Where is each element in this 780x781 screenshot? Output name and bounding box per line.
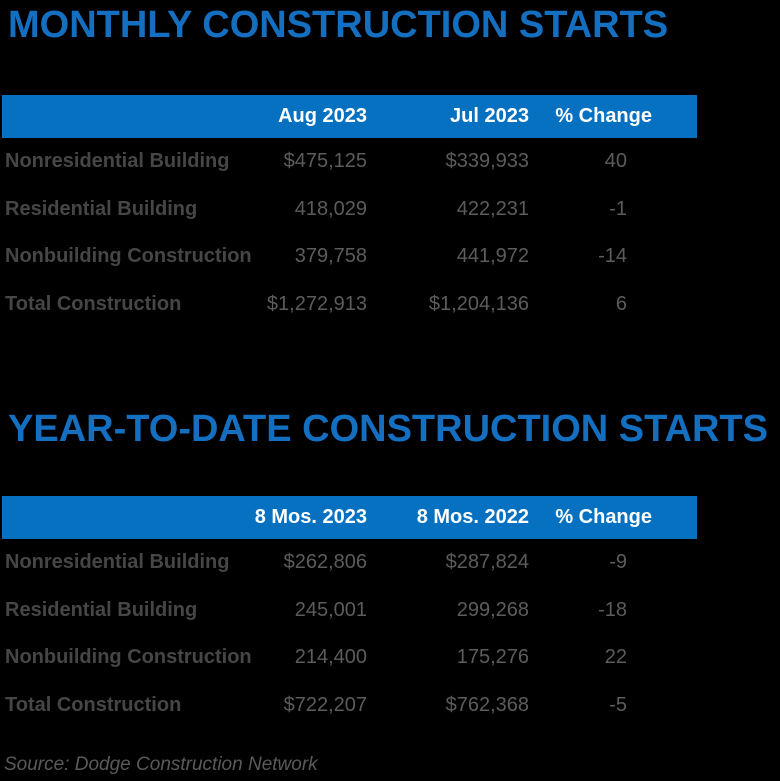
table-row: Residential Building 245,001 299,268 -18 — [2, 587, 697, 635]
pct-change-cell: -5 — [609, 693, 627, 716]
value-cell: $475,125 — [283, 150, 367, 173]
value-cell: 214,400 — [294, 646, 367, 669]
pct-change-cell: -9 — [609, 551, 627, 574]
row-label: Residential Building — [5, 197, 198, 220]
value-cell: 418,029 — [294, 197, 367, 220]
pct-change-cell: 40 — [604, 150, 627, 173]
row-label: Nonresidential Building — [5, 150, 230, 173]
table-row: Total Construction $1,272,913 $1,204,136… — [2, 281, 697, 329]
monthly-table: Aug 2023 Jul 2023 % Change Nonresidentia… — [2, 95, 697, 328]
monthly-table-body: Nonresidential Building $475,125 $339,93… — [2, 138, 697, 328]
value-cell: 379,758 — [294, 245, 367, 268]
ytd-table-body: Nonresidential Building $262,806 $287,82… — [2, 539, 697, 729]
value-cell: 441,972 — [456, 245, 529, 268]
value-cell: 422,231 — [456, 197, 529, 220]
row-label: Total Construction — [5, 693, 182, 716]
row-label: Nonbuilding Construction — [5, 646, 252, 669]
ytd-table-header: 8 Mos. 2023 8 Mos. 2022 % Change — [2, 496, 697, 539]
value-cell: 299,268 — [456, 598, 529, 621]
value-cell: $1,204,136 — [428, 292, 529, 315]
row-label: Nonresidential Building — [5, 551, 230, 574]
row-label: Nonbuilding Construction — [5, 245, 252, 268]
value-cell: $287,824 — [445, 551, 529, 574]
row-label: Total Construction — [5, 292, 182, 315]
table-row: Nonbuilding Construction 214,400 175,276… — [2, 634, 697, 682]
table-row: Nonbuilding Construction 379,758 441,972… — [2, 233, 697, 281]
column-header-8mos-2022: 8 Mos. 2022 — [416, 506, 529, 528]
value-cell: $1,272,913 — [266, 292, 367, 315]
value-cell: 175,276 — [456, 646, 529, 669]
pct-change-cell: -18 — [598, 598, 627, 621]
column-header-8mos-2023: 8 Mos. 2023 — [254, 506, 367, 528]
column-header-aug-2023: Aug 2023 — [278, 105, 367, 127]
table-row: Nonresidential Building $475,125 $339,93… — [2, 138, 697, 186]
ytd-table: 8 Mos. 2023 8 Mos. 2022 % Change Nonresi… — [2, 496, 697, 729]
pct-change-cell: -14 — [598, 245, 627, 268]
value-cell: $262,806 — [283, 551, 367, 574]
value-cell: $339,933 — [445, 150, 529, 173]
value-cell: $762,368 — [445, 693, 529, 716]
monthly-section-title: MONTHLY CONSTRUCTION STARTS — [8, 4, 669, 46]
table-row: Nonresidential Building $262,806 $287,82… — [2, 539, 697, 587]
column-header-pct-change: % Change — [555, 105, 652, 127]
column-header-jul-2023: Jul 2023 — [450, 105, 529, 127]
table-row: Total Construction $722,207 $762,368 -5 — [2, 682, 697, 730]
value-cell: $722,207 — [283, 693, 367, 716]
row-label: Residential Building — [5, 598, 198, 621]
ytd-section-title: YEAR-TO-DATE CONSTRUCTION STARTS — [8, 408, 768, 450]
pct-change-cell: -1 — [609, 197, 627, 220]
table-row: Residential Building 418,029 422,231 -1 — [2, 186, 697, 234]
pct-change-cell: 6 — [615, 292, 627, 315]
source-note: Source: Dodge Construction Network — [4, 754, 318, 775]
pct-change-cell: 22 — [604, 646, 627, 669]
column-header-pct-change: % Change — [555, 506, 652, 528]
monthly-table-header: Aug 2023 Jul 2023 % Change — [2, 95, 697, 138]
value-cell: 245,001 — [294, 598, 367, 621]
